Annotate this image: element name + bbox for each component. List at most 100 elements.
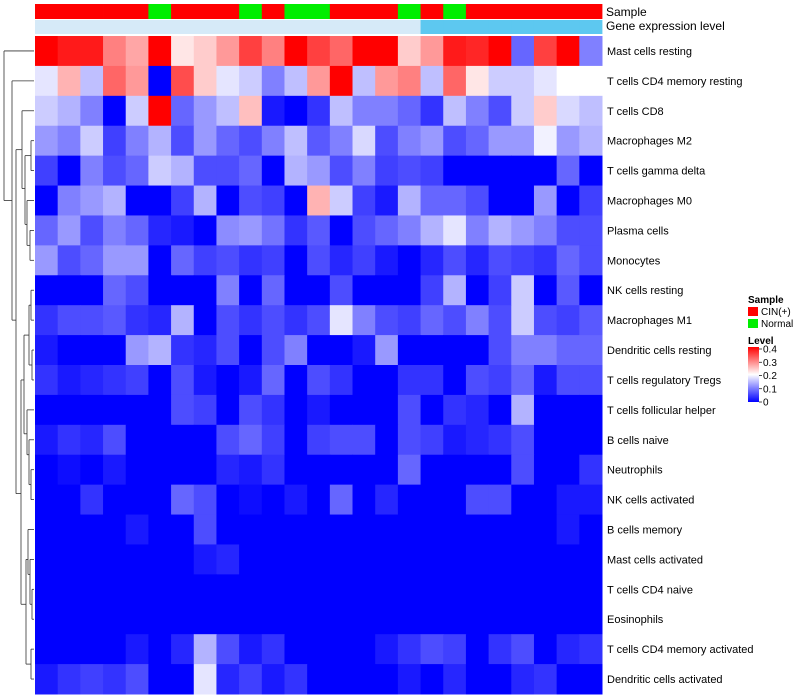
- heatmap-cell: [148, 365, 172, 396]
- heatmap-cell: [533, 65, 558, 97]
- heatmap-cell: [488, 514, 512, 545]
- legend-tick-label: 0.1: [763, 384, 777, 395]
- heatmap-cell: [148, 514, 172, 545]
- heatmap-cell: [216, 484, 240, 516]
- heatmap-cell: [579, 335, 603, 366]
- heatmap-cell: [579, 604, 603, 635]
- sample-annotation-cell: [397, 4, 421, 19]
- heatmap-cell: [579, 634, 603, 665]
- legend-level-ticks: 0.4 0.3 0.2 0.1 0: [759, 345, 777, 409]
- heatmap-cell: [420, 36, 444, 67]
- heatmap-cell: [488, 365, 512, 396]
- heatmap-cell: [329, 604, 354, 635]
- heatmap-cell: [420, 155, 444, 187]
- heatmap-cell: [488, 95, 512, 127]
- heatmap-cell: [579, 514, 603, 545]
- heatmap-cell: [443, 394, 467, 426]
- heatmap-cell: [148, 484, 172, 516]
- heatmap-cell: [420, 245, 444, 276]
- heatmap-cell: [239, 604, 263, 635]
- heatmap-cell: [171, 275, 195, 306]
- heatmap-cell: [261, 65, 285, 97]
- heatmap-cell: [556, 125, 580, 157]
- heatmap-cell: [511, 664, 535, 695]
- heatmap-cell: [148, 454, 172, 486]
- heatmap-cell: [239, 484, 263, 516]
- heatmap-cell: [420, 484, 444, 516]
- heatmap-cell: [533, 634, 558, 665]
- expression-annotation-cell: [307, 20, 331, 34]
- heatmap-cell: [193, 544, 217, 575]
- heatmap-cell: [216, 125, 240, 157]
- heatmap-cell: [193, 36, 217, 67]
- heatmap-cell: [443, 275, 467, 306]
- heatmap-cell: [329, 155, 354, 187]
- legend-level-title: Level: [748, 336, 774, 347]
- heatmap-cell: [556, 65, 580, 97]
- heatmap-cell: [420, 604, 444, 635]
- sample-annotation-cell: [579, 4, 603, 19]
- heatmap-cell: [579, 484, 603, 516]
- track-label-sample: Sample: [606, 5, 647, 19]
- heatmap-cell: [375, 424, 399, 456]
- heatmap-cell: [488, 65, 512, 97]
- heatmap-cell: [35, 65, 59, 97]
- heatmap-cell: [35, 604, 59, 635]
- heatmap-cell: [556, 484, 580, 516]
- heatmap-cell: [465, 36, 490, 67]
- heatmap-cell: [420, 95, 444, 127]
- heatmap-cell: [103, 514, 127, 545]
- heatmap-cell: [148, 245, 172, 276]
- expression-annotation-cell: [216, 20, 240, 34]
- sample-annotation-cell: [261, 4, 285, 19]
- row-label: T cells CD8: [607, 106, 664, 118]
- heatmap-cell: [216, 544, 240, 575]
- heatmap-cell: [488, 664, 512, 695]
- expression-annotation-cell: [148, 20, 172, 34]
- heatmap-cell: [556, 604, 580, 635]
- heatmap-cell: [171, 155, 195, 187]
- heatmap-cell: [307, 185, 331, 216]
- heatmap-cell: [125, 155, 149, 187]
- heatmap-cell: [511, 36, 535, 67]
- heatmap-cell: [239, 454, 263, 486]
- sample-annotation-cell: [533, 4, 558, 19]
- heatmap-cell: [488, 574, 512, 605]
- heatmap-cell: [329, 574, 354, 605]
- heatmap-cell: [375, 484, 399, 516]
- expression-annotation-cell: [103, 20, 127, 34]
- sample-annotation-cell: [307, 4, 331, 19]
- heatmap-cell: [148, 215, 172, 246]
- row-label: T cells CD4 memory resting: [607, 76, 743, 88]
- heatmap-cell: [35, 335, 59, 366]
- heatmap-cell: [556, 664, 580, 695]
- heatmap-cell: [465, 95, 490, 127]
- heatmap-cell: [533, 155, 558, 187]
- expression-annotation-cell: [193, 20, 217, 34]
- heatmap-cell: [307, 604, 331, 635]
- heatmap-cell: [329, 125, 354, 157]
- heatmap-cell: [80, 245, 104, 276]
- heatmap-cell: [465, 574, 490, 605]
- heatmap-cell: [239, 95, 263, 127]
- heatmap-cell: [261, 424, 285, 456]
- heatmap-cell: [261, 305, 285, 336]
- heatmap-cell: [511, 365, 535, 396]
- heatmap-cell: [579, 365, 603, 396]
- row-label: T cells CD4 naive: [607, 584, 693, 596]
- sample-annotation-cell: [171, 4, 195, 19]
- heatmap-cell: [171, 634, 195, 665]
- heatmap-cell: [307, 155, 331, 187]
- heatmap-cell: [420, 185, 444, 216]
- heatmap-cell: [239, 36, 263, 67]
- heatmap-cell: [511, 544, 535, 575]
- heatmap-cell: [125, 454, 149, 486]
- heatmap-cell: [284, 305, 308, 336]
- row-label: Plasma cells: [607, 225, 669, 237]
- heatmap-cell: [239, 394, 263, 426]
- row-label: T cells gamma delta: [607, 166, 706, 178]
- sample-annotation-cell: [103, 4, 127, 19]
- heatmap-cell: [488, 305, 512, 336]
- heatmap-cell: [397, 574, 422, 605]
